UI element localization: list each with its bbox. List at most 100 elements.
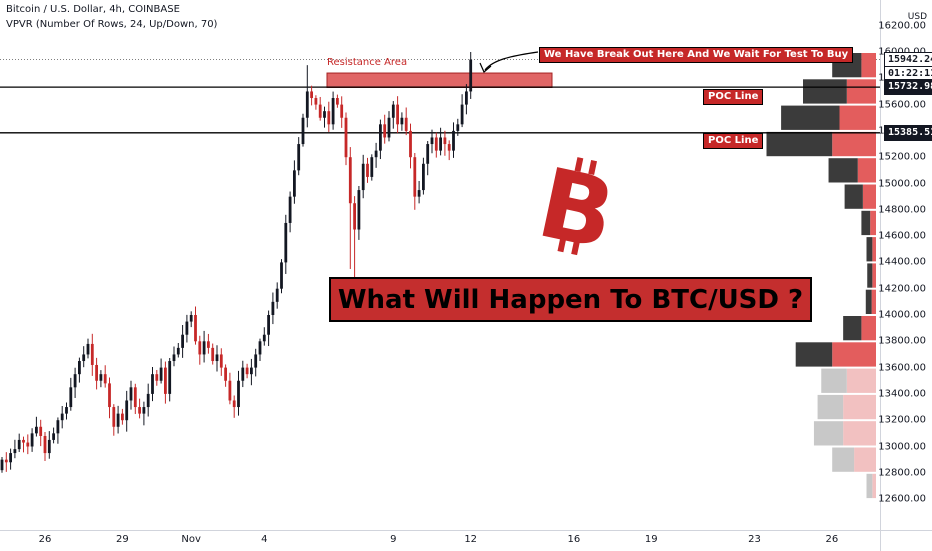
vp-down-bar bbox=[846, 79, 876, 104]
candle-body bbox=[108, 383, 111, 408]
price-tick-label: 13600.00 bbox=[878, 362, 926, 374]
bitcoin-logo-tick bbox=[574, 157, 584, 173]
vp-down-bar bbox=[872, 237, 876, 262]
candle-body bbox=[129, 387, 133, 401]
time-axis[interactable] bbox=[0, 530, 880, 551]
vp-up-bar bbox=[813, 421, 844, 446]
bitcoin-logo-tick bbox=[571, 240, 580, 256]
candle-body bbox=[340, 104, 344, 118]
candle-body bbox=[391, 104, 395, 118]
candle-body bbox=[456, 124, 460, 131]
candle-body bbox=[155, 374, 159, 381]
candle-body bbox=[280, 262, 283, 289]
vp-up-bar bbox=[803, 79, 847, 104]
vp-down-bar bbox=[862, 184, 876, 209]
candle-body bbox=[314, 98, 318, 105]
candle-body bbox=[219, 354, 223, 368]
candle-body bbox=[254, 354, 258, 368]
candle-body bbox=[443, 137, 447, 145]
candle-body bbox=[452, 130, 455, 151]
price-tick-label: 15600.00 bbox=[878, 99, 926, 111]
price-tick-label: 13200.00 bbox=[878, 414, 926, 426]
candle-body bbox=[447, 144, 451, 151]
candle-body bbox=[116, 413, 120, 427]
poc-label-upper: POC Line bbox=[703, 89, 764, 105]
candles bbox=[0, 52, 473, 473]
candle-body bbox=[297, 144, 301, 171]
candle-body bbox=[125, 400, 129, 421]
candle-body bbox=[215, 354, 219, 362]
candle-body bbox=[417, 190, 421, 197]
vp-up-bar bbox=[766, 131, 833, 157]
vp-up-bar bbox=[817, 394, 844, 420]
axis-corner[interactable] bbox=[880, 530, 932, 551]
candle-body bbox=[181, 334, 184, 348]
candle-body bbox=[99, 374, 103, 381]
volume-profile bbox=[766, 53, 876, 499]
price-tick-label: 13400.00 bbox=[878, 388, 926, 400]
candle-body bbox=[17, 439, 21, 450]
candle-body bbox=[353, 203, 356, 230]
candle-body bbox=[310, 91, 313, 99]
candle-body bbox=[189, 315, 193, 322]
candle-body bbox=[434, 137, 438, 151]
candle-body bbox=[78, 361, 81, 375]
vp-down-bar bbox=[846, 368, 876, 393]
vp-up-bar bbox=[844, 184, 863, 209]
candle-body bbox=[4, 459, 8, 463]
symbol-title[interactable]: Bitcoin / U.S. Dollar, 4h, COINBASE bbox=[6, 4, 180, 15]
candle-body bbox=[413, 157, 417, 197]
candle-body bbox=[374, 150, 378, 158]
candle-body bbox=[202, 341, 206, 355]
poc-label-lower-text: POC Line bbox=[708, 135, 759, 146]
level-lines bbox=[0, 72, 880, 134]
breakout-callout: We Have Break Out Here And We Wait For T… bbox=[539, 47, 854, 63]
vp-down-bar bbox=[857, 158, 876, 183]
candle-body bbox=[172, 354, 176, 362]
vp-up-bar bbox=[867, 263, 873, 288]
candle-body bbox=[460, 104, 464, 125]
vp-down-bar bbox=[832, 131, 876, 157]
candle-body bbox=[383, 124, 387, 138]
candle-body bbox=[207, 341, 210, 348]
currency-label: USD bbox=[907, 12, 927, 22]
candle-body bbox=[65, 407, 68, 414]
candle-body bbox=[439, 137, 442, 151]
price-tick-label: 15000.00 bbox=[878, 178, 926, 189]
candle-body bbox=[176, 347, 180, 355]
candle-body bbox=[168, 361, 172, 394]
candle-body bbox=[370, 157, 374, 177]
vp-up-bar bbox=[843, 316, 862, 341]
candle-body bbox=[146, 393, 150, 408]
time-tick-label: 4 bbox=[261, 534, 268, 545]
vp-up-bar bbox=[866, 473, 873, 499]
vp-down-bar bbox=[839, 105, 876, 130]
candle-body bbox=[288, 196, 292, 223]
vp-down-bar bbox=[861, 53, 876, 78]
price-tick-label: 16200.00 bbox=[878, 20, 926, 32]
candle-body bbox=[13, 449, 17, 454]
candle-body bbox=[275, 288, 279, 302]
candle-body bbox=[409, 130, 412, 158]
vp-down-bar bbox=[871, 289, 876, 314]
candle-body bbox=[112, 407, 116, 427]
headline-banner: What Will Happen To BTC/USD ? bbox=[329, 277, 812, 322]
vp-up-bar bbox=[781, 105, 840, 130]
candle-body bbox=[357, 190, 361, 230]
price-tag: 15732.98 bbox=[884, 79, 932, 96]
candle-body bbox=[52, 433, 55, 440]
vp-up-bar bbox=[832, 447, 855, 472]
indicator-legend[interactable]: VPVR (Number Of Rows, 24, Up/Down, 70) bbox=[6, 19, 218, 30]
bitcoin-logo-tick bbox=[557, 237, 567, 253]
candle-body bbox=[121, 413, 124, 421]
time-tick-label: Nov bbox=[181, 534, 201, 545]
vp-up-bar bbox=[865, 289, 872, 314]
headline-text: What Will Happen To BTC/USD ? bbox=[337, 284, 804, 315]
candle-body bbox=[323, 111, 326, 118]
candle-body bbox=[237, 380, 240, 408]
breakout-arrow-head bbox=[479, 62, 492, 73]
vp-up-bar bbox=[795, 342, 833, 367]
time-tick-label: 26 bbox=[825, 534, 839, 545]
